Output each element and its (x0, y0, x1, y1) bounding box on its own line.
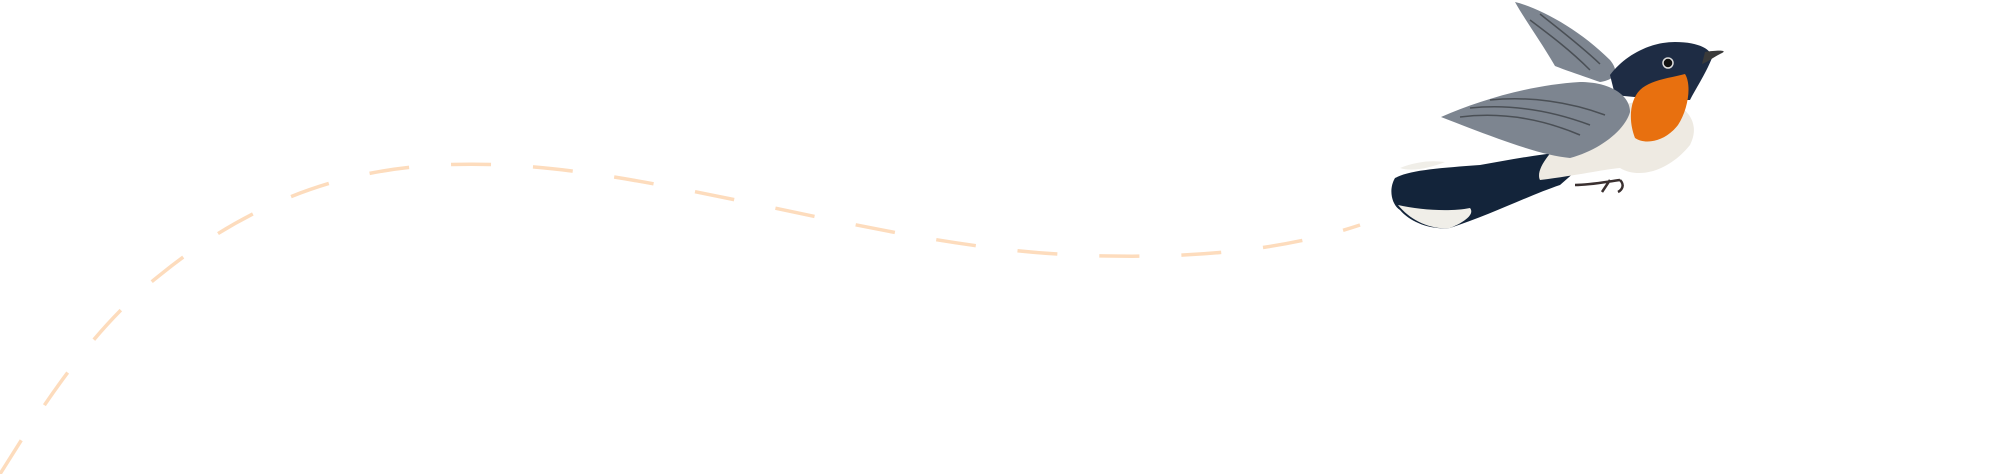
bird-feet (1574, 178, 1624, 194)
bird-orange-throat (1630, 74, 1689, 142)
bird-upper-wing (1515, 2, 1616, 82)
bird-eye (1662, 57, 1674, 69)
bird-tail-white-tips (1398, 161, 1472, 229)
bird-illustration (1391, 2, 1724, 229)
flight-path-dashed (0, 162, 1361, 474)
bird-beak (1702, 50, 1724, 64)
bird-wing-feather-lines (1459, 13, 1606, 136)
